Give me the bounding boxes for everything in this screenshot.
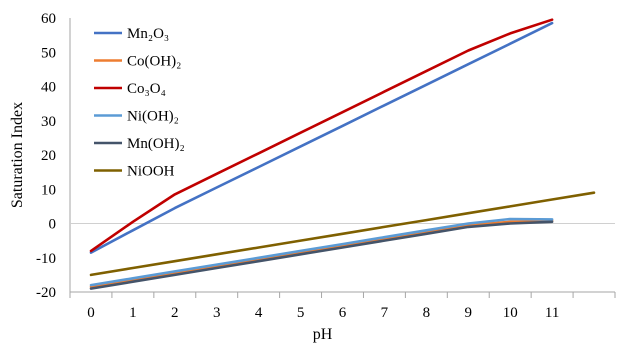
series-line bbox=[89, 21, 554, 254]
legend-item: Co(OH)₂ bbox=[94, 54, 181, 70]
legend-item: Co₃O₄ bbox=[94, 81, 166, 97]
series-line bbox=[89, 18, 554, 253]
legend-item: Ni(OH)₂ bbox=[94, 109, 179, 125]
legend-item: Mn₂O₃ bbox=[94, 26, 169, 42]
x-tick-label: 3 bbox=[213, 305, 221, 321]
x-tick-label: 2 bbox=[171, 305, 179, 321]
y-tick-label: -10 bbox=[36, 251, 56, 267]
legend-label: Co(OH)₂ bbox=[127, 54, 181, 70]
legend-item: Mn(OH)₂ bbox=[94, 136, 185, 152]
legend-label: NiOOH bbox=[127, 164, 175, 180]
x-tick-label: 4 bbox=[255, 305, 263, 321]
y-tick-label: -20 bbox=[36, 285, 56, 301]
x-tick-label: 1 bbox=[129, 305, 137, 321]
y-tick-label: 30 bbox=[41, 114, 56, 130]
legend: Mn₂O₃ Co(OH)₂ Co₃O₄ Ni(OH)₂ Mn(OH)₂ NiOOH bbox=[94, 26, 185, 180]
x-tick-label: 11 bbox=[545, 305, 559, 321]
x-tick-label: 10 bbox=[503, 305, 518, 321]
x-tick-label: 5 bbox=[297, 305, 305, 321]
x-tick-label: 6 bbox=[339, 305, 347, 321]
x-tick-label: 8 bbox=[423, 305, 431, 321]
series-lines bbox=[89, 18, 596, 290]
legend-label: Mn(OH)₂ bbox=[127, 136, 185, 152]
x-tick-marks bbox=[69, 292, 616, 298]
y-tick-label: 50 bbox=[41, 45, 56, 61]
x-tick-label: 0 bbox=[87, 305, 95, 321]
series-line bbox=[89, 217, 554, 287]
x-tick-label: 7 bbox=[381, 305, 389, 321]
y-tick-label: 60 bbox=[41, 11, 56, 27]
y-tick-label: 10 bbox=[41, 182, 56, 198]
legend-label: Mn₂O₃ bbox=[127, 26, 169, 42]
y-tick-labels: -20 -10 0 10 20 30 40 50 60 bbox=[36, 11, 56, 301]
series-line bbox=[89, 191, 596, 277]
y-tick-label: 40 bbox=[41, 80, 56, 96]
y-tick-label: 20 bbox=[41, 148, 56, 164]
series-line bbox=[89, 220, 554, 290]
legend-label: Ni(OH)₂ bbox=[127, 109, 179, 125]
x-tick-labels: 0 1 2 3 4 5 6 7 8 9 10 11 bbox=[87, 305, 559, 321]
plot-area: -20 -10 0 10 20 30 40 50 60 0 1 2 3 4 5 6 7 8 9 10 11 bbox=[36, 11, 616, 321]
y-tick-label: 0 bbox=[49, 217, 57, 233]
x-tick-label: 9 bbox=[465, 305, 473, 321]
series-line bbox=[89, 219, 554, 289]
x-axis-title: pH bbox=[313, 326, 333, 343]
y-axis-title: Saturation Index bbox=[9, 102, 26, 208]
legend-label: Co₃O₄ bbox=[127, 81, 166, 97]
legend-item: NiOOH bbox=[94, 164, 175, 180]
